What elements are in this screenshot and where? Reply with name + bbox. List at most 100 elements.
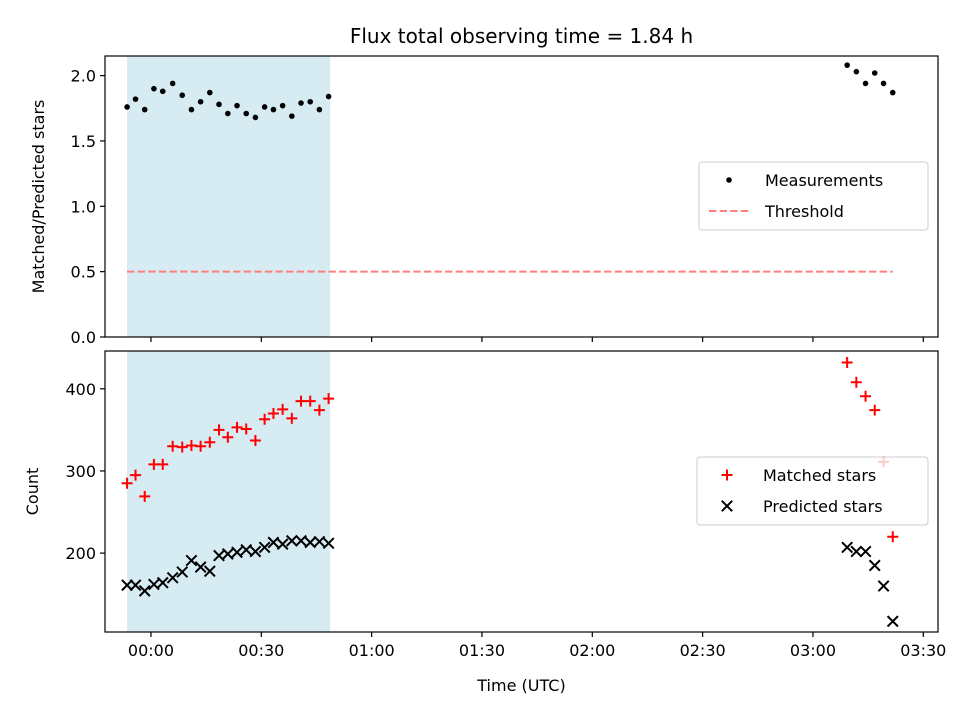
measurement-point — [325, 93, 332, 100]
matched-star-point — [130, 469, 142, 481]
predicted-star-point — [267, 536, 280, 549]
matched-star-point — [304, 395, 316, 407]
predicted-star-point — [886, 615, 899, 628]
y-tick-label: 300 — [65, 462, 96, 481]
predicted-star-point — [850, 545, 863, 558]
matched-star-point — [204, 436, 216, 448]
predicted-star-point — [185, 554, 198, 567]
predicted-star-point — [249, 545, 262, 558]
matched-star-point — [185, 439, 197, 451]
x-tick-label: 00:30 — [238, 641, 284, 660]
measurement-point — [316, 106, 323, 113]
measurement-point — [132, 96, 139, 102]
predicted-star-point — [313, 535, 326, 548]
measurement-point — [871, 70, 878, 76]
matched-star-point — [323, 393, 335, 405]
y-tick-label: 400 — [65, 380, 96, 399]
measurement-point — [298, 100, 304, 106]
matched-star-point — [850, 376, 862, 388]
predicted-star-point — [148, 578, 160, 591]
legend-label: Threshold — [764, 202, 844, 221]
measurement-point — [197, 98, 204, 105]
predicted-star-point — [231, 546, 243, 559]
legend-box — [696, 456, 929, 526]
axes-frame — [104, 350, 939, 633]
y-tick-label: 1.0 — [71, 197, 96, 216]
measurement-point — [169, 80, 176, 87]
legend-measurement-marker — [726, 177, 732, 183]
predicted-star-point — [121, 579, 133, 592]
predicted-star-point — [166, 571, 179, 584]
measurement-point — [225, 110, 231, 117]
matched-star-point — [213, 424, 225, 436]
measurement-point — [844, 62, 850, 68]
predicted-star-point — [258, 541, 271, 554]
matched-star-point — [267, 407, 279, 419]
measurement-point — [862, 80, 869, 87]
measurement-point — [261, 104, 268, 110]
observing-interval-shade — [127, 351, 331, 632]
chart-title: Flux total observing time = 1.84 h — [350, 24, 693, 48]
predicted-star-point — [138, 585, 151, 597]
measurement-point — [159, 88, 166, 95]
matched-star-point — [249, 435, 261, 447]
predicted-star-point — [304, 536, 317, 549]
y-axis-label: Matched/Predicted stars — [29, 100, 48, 294]
predicted-star-point — [194, 561, 207, 573]
x-tick-label: 03:00 — [790, 641, 836, 660]
measurement-point — [307, 98, 314, 105]
legend-label: Matched stars — [763, 466, 876, 485]
predicted-star-point — [877, 580, 890, 592]
predicted-star-point — [859, 545, 872, 558]
predicted-star-point — [841, 541, 854, 554]
measurement-point — [179, 92, 186, 99]
y-axis-label: Count — [23, 468, 42, 516]
matched-star-point — [259, 413, 271, 425]
matched-star-point — [277, 403, 289, 415]
y-tick-label: 2.0 — [71, 67, 96, 86]
predicted-star-point — [240, 543, 253, 556]
matched-star-point — [121, 477, 133, 489]
matched-star-point — [295, 395, 307, 407]
predicted-star-point — [156, 576, 169, 589]
x-tick-label: 00:00 — [128, 641, 174, 660]
x-tick-label: 01:30 — [459, 641, 505, 660]
measurement-point — [188, 106, 195, 113]
x-tick-label: 03:30 — [900, 641, 946, 660]
measurement-point — [289, 113, 295, 119]
count-plot: 200 300 400 00:00 00:30 01:00 01:30 02:00 02:30 0… — [23, 350, 946, 660]
ratio-plot: 0.0 0.5 1.0 1.5 2.0 Matched/Predicted stars Me… — [29, 55, 939, 347]
measurement-point — [207, 89, 213, 96]
legend: Measurements Threshold — [698, 161, 929, 231]
matched-star-point — [887, 531, 899, 543]
measurement-point — [141, 106, 148, 113]
y-tick-label: 200 — [65, 544, 96, 563]
x-tick-label: 01:00 — [349, 641, 395, 660]
predicted-star-point — [176, 566, 189, 578]
predicted-star-point — [213, 549, 225, 562]
measurement-point — [252, 114, 259, 121]
predicted-star-point — [221, 548, 234, 560]
matched-star-point — [195, 440, 207, 452]
x-axis-label: Time (UTC) — [476, 676, 565, 695]
matched-star-point — [222, 431, 234, 443]
measurement-point — [270, 106, 277, 113]
matched-star-point — [157, 458, 169, 470]
legend-label: Predicted stars — [763, 497, 883, 516]
predicted-star-point — [868, 559, 881, 572]
measurement-point — [124, 104, 130, 110]
measurement-point — [243, 110, 250, 117]
predicted-star-point — [295, 534, 307, 547]
y-tick-label: 0.5 — [71, 263, 96, 282]
matched-star-point — [286, 412, 298, 424]
legend-box — [698, 161, 929, 231]
legend-predicted-marker — [721, 500, 733, 512]
observing-interval-shade — [127, 56, 331, 337]
measurement-point — [234, 102, 240, 109]
matched-star-point — [139, 490, 151, 502]
y-tick-label: 1.5 — [71, 132, 96, 151]
legend-matched-marker — [721, 469, 733, 481]
y-tick-label: 0.0 — [71, 328, 96, 347]
x-tick-label: 02:30 — [680, 641, 726, 660]
